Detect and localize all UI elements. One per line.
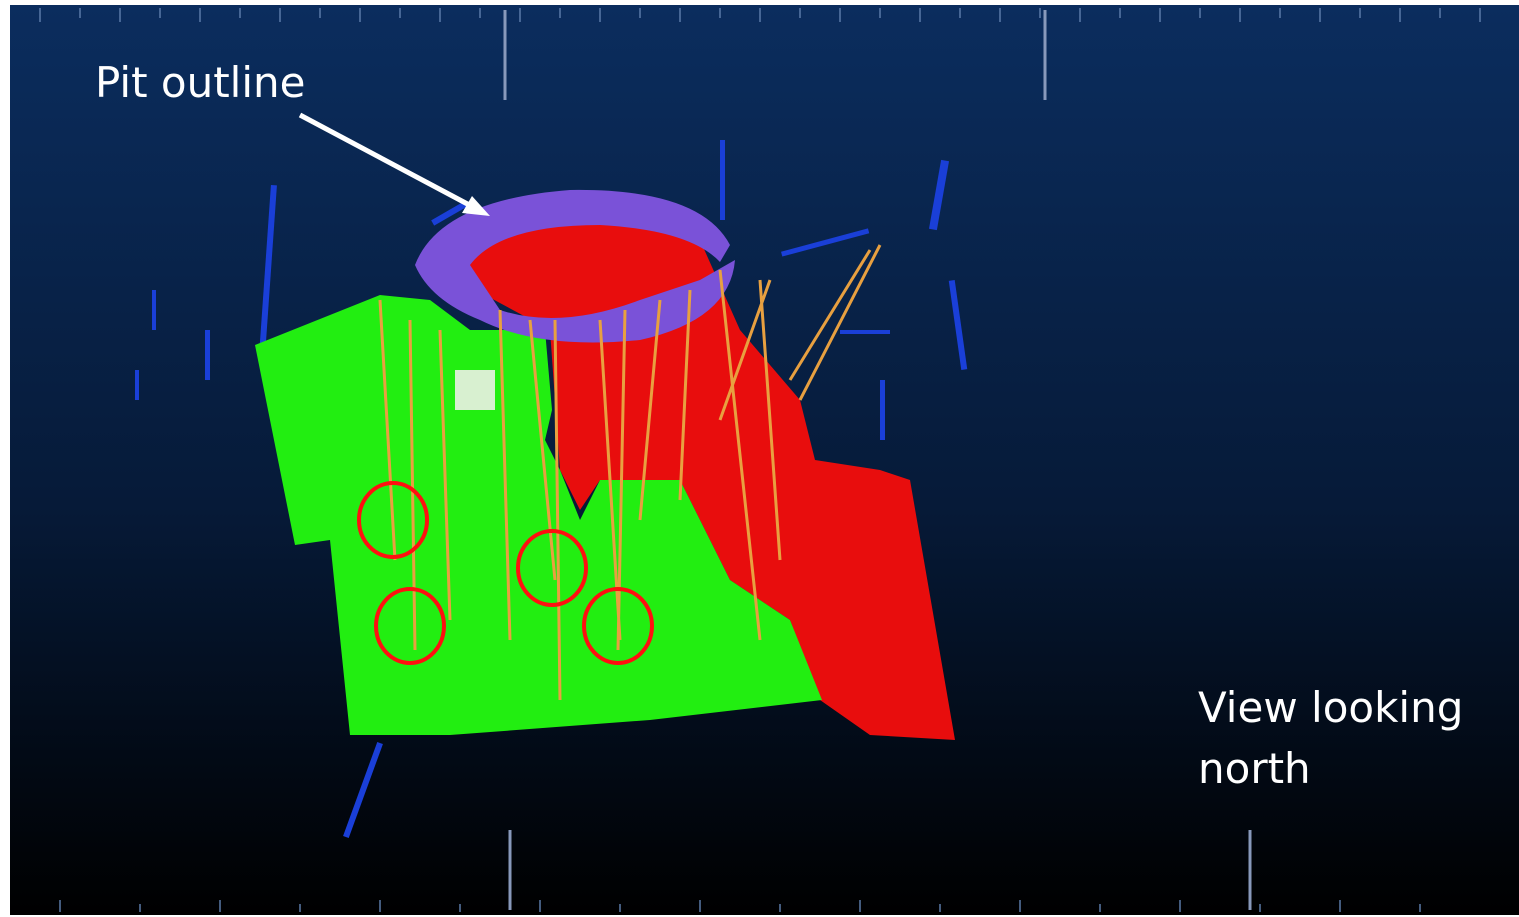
drill-lines <box>378 244 882 701</box>
highlight <box>455 370 495 410</box>
view-label: north <box>1198 744 1311 793</box>
pit-label: Pit outline <box>95 58 305 107</box>
red-zone <box>420 215 955 740</box>
arrow <box>298 112 490 216</box>
view-label: View looking <box>1198 683 1463 732</box>
axis-ticks <box>39 8 1481 912</box>
pit-outline-shape <box>415 189 735 343</box>
green-zone <box>255 295 822 735</box>
highlight-circles <box>357 481 654 665</box>
drillhole-traces <box>135 140 968 839</box>
